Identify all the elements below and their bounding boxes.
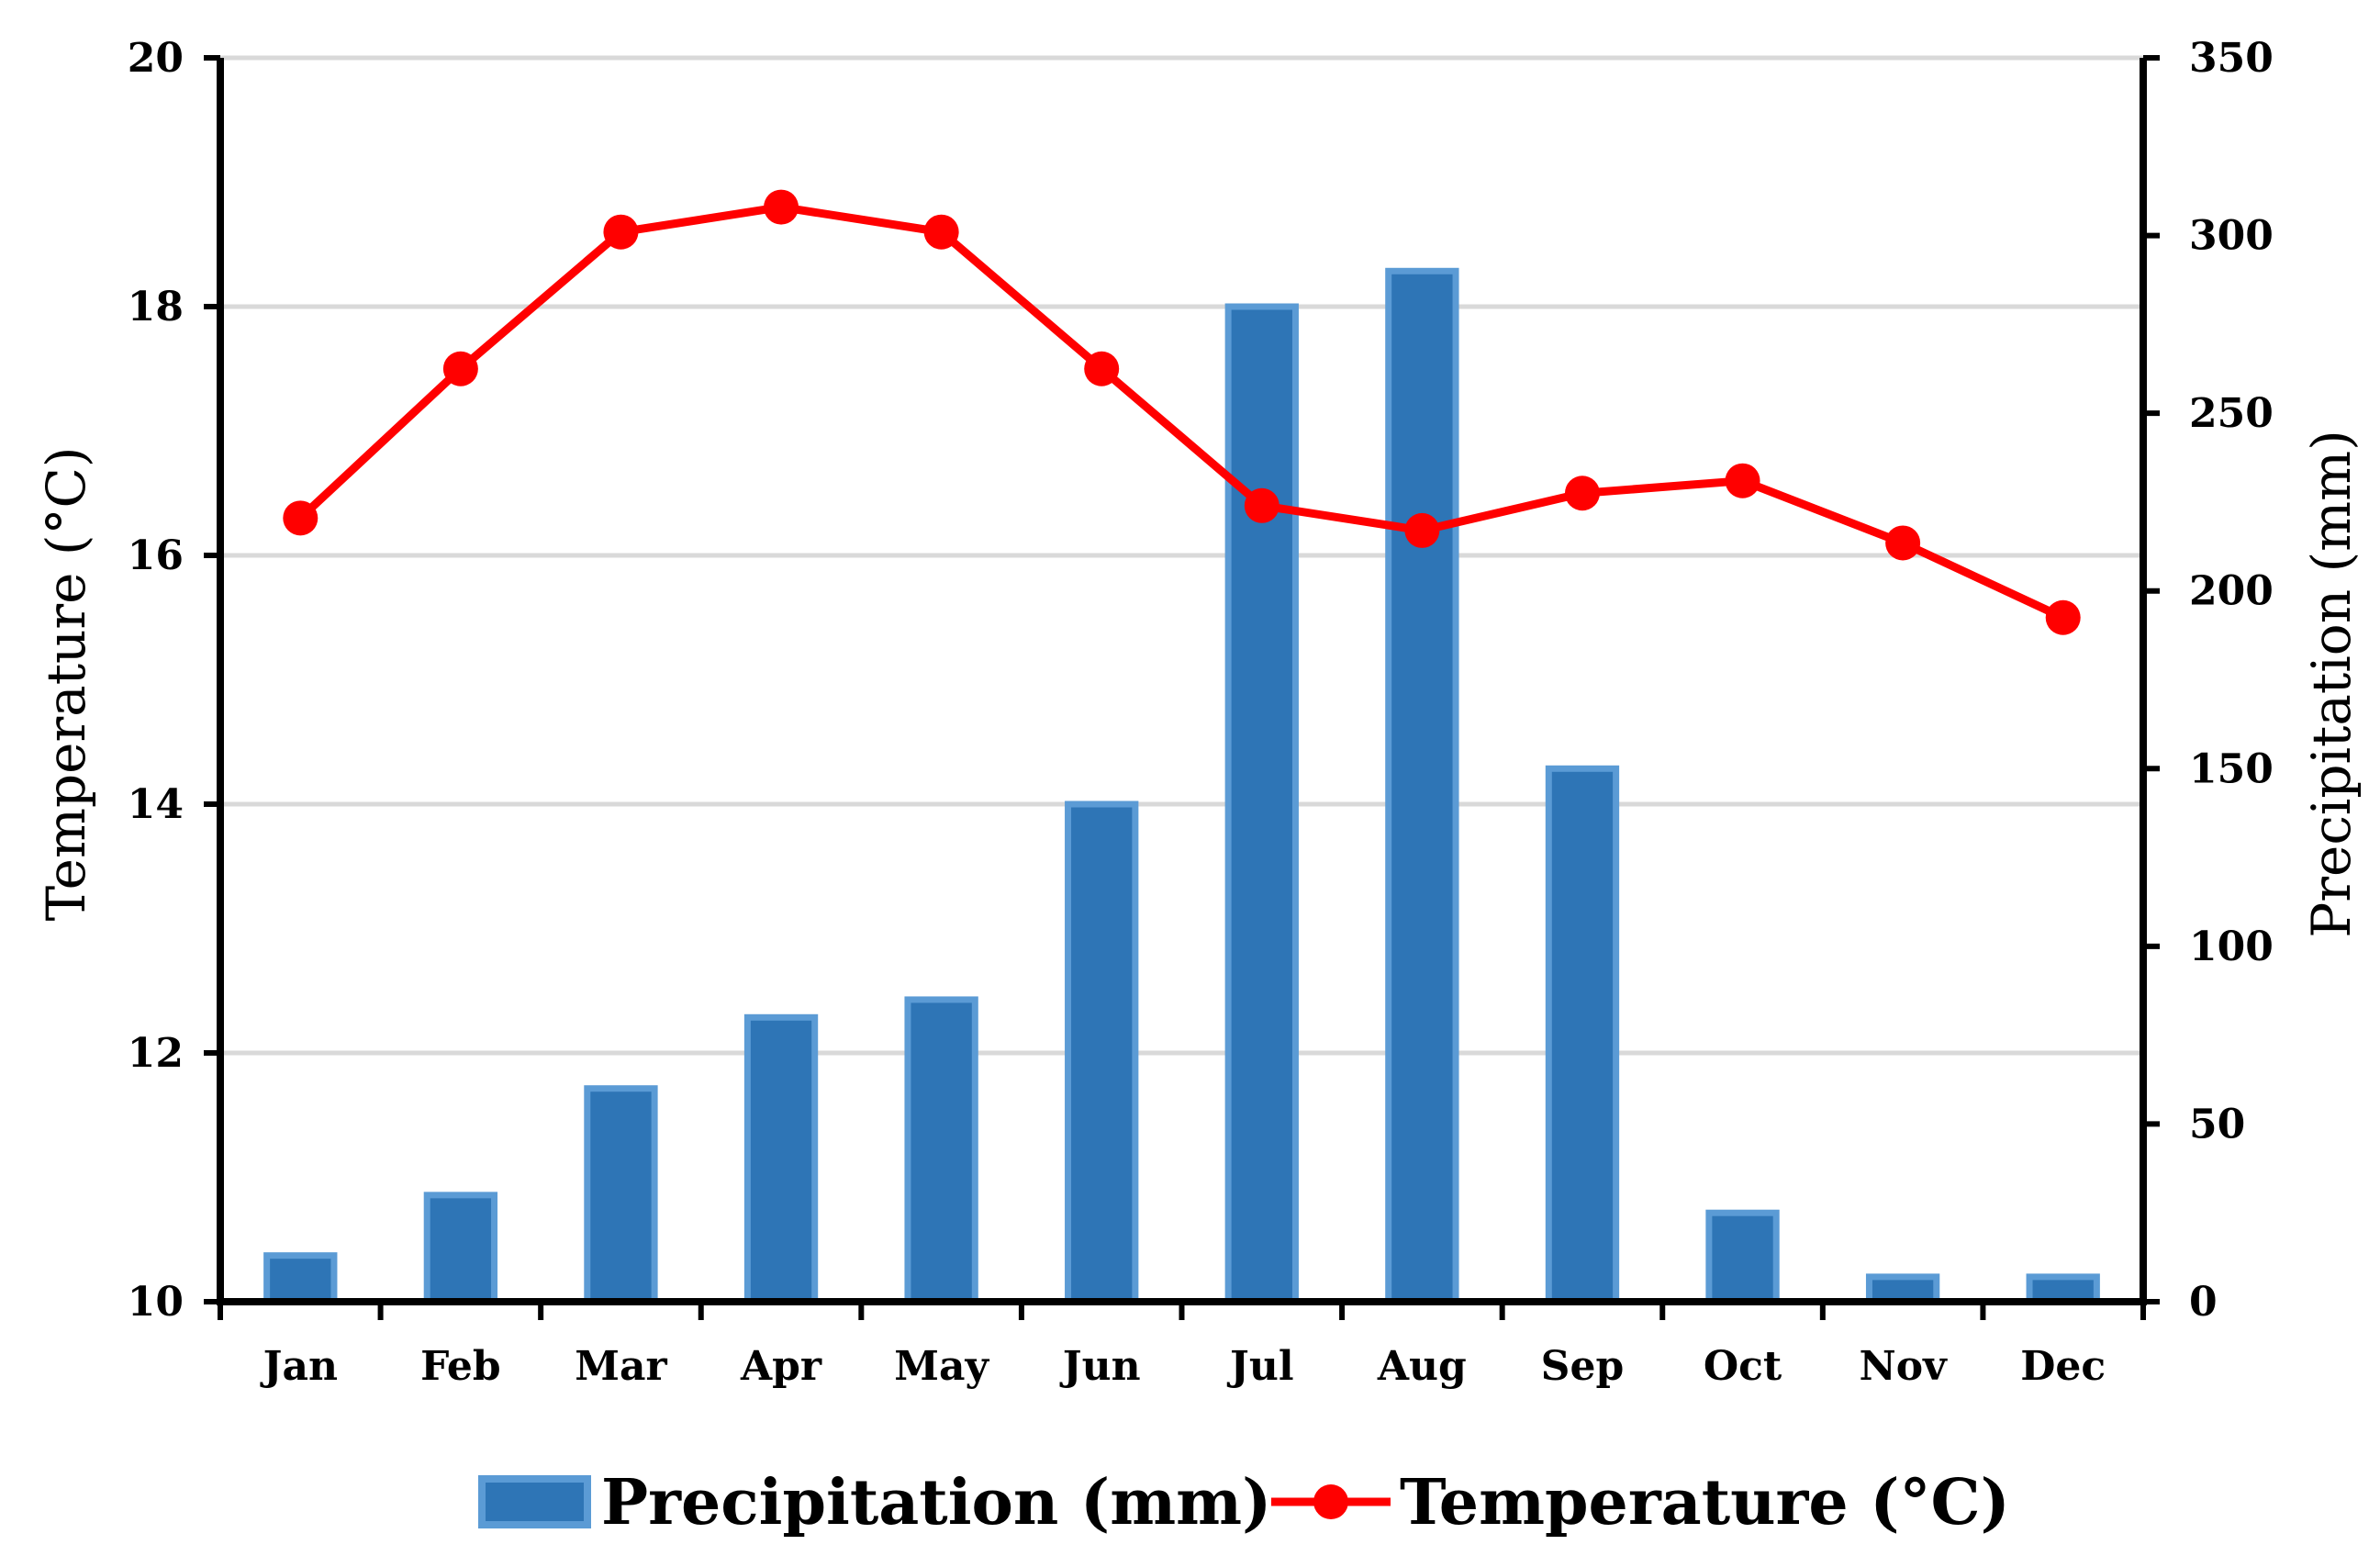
x-tick-label: Nov <box>1860 1343 1949 1390</box>
bar-oct <box>1705 1209 1780 1305</box>
temperature-point-nov <box>1885 525 1921 561</box>
temperature-point-jul <box>1244 487 1279 523</box>
temperature-point-mar <box>603 214 639 250</box>
gridlines <box>220 55 2143 1056</box>
temperature-point-jun <box>1084 351 1120 386</box>
temperature-point-jan <box>283 500 318 536</box>
temperature-point-may <box>923 214 959 250</box>
y-left-tick-label: 10 <box>128 1279 184 1326</box>
y-right-tick-label: 150 <box>2189 745 2274 792</box>
temperature-point-apr <box>764 189 799 225</box>
temperature-point-oct <box>1725 463 1760 498</box>
legend-temperature-marker <box>1313 1484 1348 1519</box>
temperature-point-sep <box>1564 476 1600 511</box>
y-left-tick-label: 14 <box>128 781 184 828</box>
bar-may <box>904 996 978 1305</box>
bar-apr <box>743 1013 819 1305</box>
bar-aug <box>1385 267 1459 1305</box>
x-tick-label: Jun <box>1059 1343 1141 1390</box>
bar-nov <box>1865 1273 1940 1305</box>
y-right-tick-label: 0 <box>2189 1279 2218 1326</box>
y-left-tick-label: 16 <box>128 532 184 579</box>
y-right-tick-label: 250 <box>2189 390 2274 437</box>
y-axis-left-title: Temperature (°C) <box>35 446 97 921</box>
y-right-tick-label: 300 <box>2189 213 2274 260</box>
x-tick-label: Sep <box>1541 1343 1625 1390</box>
x-tick-label: May <box>894 1343 989 1390</box>
y-left-tick-label: 18 <box>128 284 184 330</box>
bar-jun <box>1065 800 1139 1305</box>
x-tick-label: Apr <box>740 1343 822 1390</box>
legend-precipitation-label: Precipitation (mm) <box>601 1466 1271 1539</box>
bar-jul <box>1224 303 1299 1305</box>
y-right-tick-label: 350 <box>2189 35 2274 82</box>
x-tick-label: Feb <box>420 1343 501 1390</box>
legend: Precipitation (mm) Temperature (°C) <box>478 1466 2010 1539</box>
temperature-line <box>283 189 2081 635</box>
temperature-polyline <box>297 203 2065 621</box>
bar-sep <box>1545 765 1620 1305</box>
temperature-point-feb <box>442 351 478 386</box>
bar-dec <box>2026 1273 2100 1305</box>
x-tick-label: Jan <box>260 1343 338 1390</box>
bar-mar <box>584 1085 658 1305</box>
legend-precipitation-swatch <box>478 1475 591 1528</box>
axes <box>204 55 2160 1320</box>
x-tick-label: Oct <box>1704 1343 1782 1390</box>
legend-temperature-label: Temperature (°C) <box>1400 1466 2010 1539</box>
y-right-tick-label: 50 <box>2189 1101 2245 1147</box>
y-right-tick-label: 100 <box>2189 924 2274 970</box>
bar-feb <box>423 1192 498 1305</box>
y-right-tick-label: 200 <box>2189 568 2274 615</box>
bar-jan <box>263 1252 338 1305</box>
x-tick-label: Dec <box>2020 1343 2106 1390</box>
y-left-tick-label: 20 <box>128 35 184 82</box>
x-tick-label: Mar <box>575 1343 667 1390</box>
x-tick-label: Aug <box>1377 1343 1467 1390</box>
temperature-point-aug <box>1404 512 1440 548</box>
y-left-tick-label: 12 <box>128 1030 184 1077</box>
y-axis-right-title: Precipitation (mm) <box>2300 430 2363 938</box>
precipitation-bars <box>263 267 2100 1305</box>
x-tick-label: Jul <box>1226 1343 1294 1390</box>
temperature-point-dec <box>2045 599 2081 635</box>
